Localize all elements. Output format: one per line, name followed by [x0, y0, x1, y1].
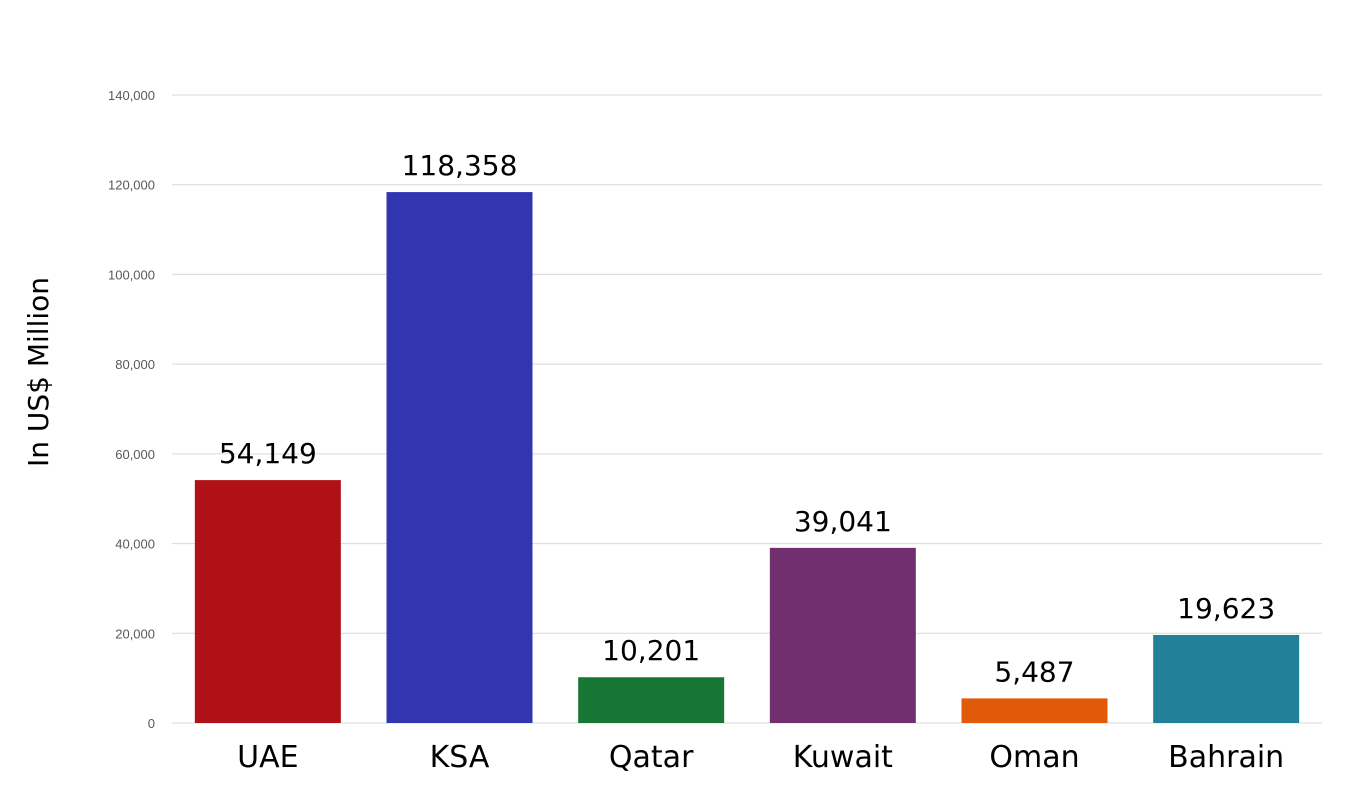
- y-tick-label: 100,000: [108, 267, 155, 282]
- y-axis-label: In US$ Million: [22, 277, 55, 467]
- value-label-uae: 54,149: [219, 437, 317, 470]
- bar-ksa: [386, 192, 533, 723]
- bars: [194, 192, 1300, 723]
- bar-bahrain: [1153, 634, 1300, 723]
- category-label-ksa: KSA: [430, 740, 490, 775]
- value-labels: 54,149 118,358 10,201 39,041 5,487 19,623: [219, 149, 1275, 688]
- y-tick-label: 20,000: [115, 626, 155, 641]
- category-label-oman: Oman: [989, 740, 1079, 775]
- y-tick-label: 60,000: [115, 447, 155, 462]
- bar-uae: [194, 480, 341, 723]
- y-axis-ticks: 0 20,000 40,000 60,000 80,000 100,000 120,000 1…: [108, 88, 155, 731]
- category-labels: UAE KSA Qatar Kuwait Oman Bahrain: [237, 740, 1284, 775]
- value-label-kuwait: 39,041: [794, 505, 892, 538]
- y-tick-label: 120,000: [108, 178, 155, 193]
- gridlines: [172, 94, 1322, 724]
- y-tick-label: 40,000: [115, 537, 155, 552]
- bar-qatar: [578, 677, 725, 723]
- y-tick-label: 140,000: [108, 88, 155, 103]
- value-label-qatar: 10,201: [602, 634, 700, 667]
- y-tick-label: 80,000: [115, 357, 155, 372]
- value-label-ksa: 118,358: [402, 149, 518, 182]
- value-label-oman: 5,487: [994, 655, 1074, 688]
- value-label-bahrain: 19,623: [1177, 592, 1275, 625]
- category-label-uae: UAE: [237, 740, 298, 775]
- bar-kuwait: [769, 547, 916, 723]
- y-tick-label: 0: [148, 716, 155, 731]
- category-label-bahrain: Bahrain: [1168, 740, 1284, 775]
- category-label-kuwait: Kuwait: [793, 740, 893, 775]
- category-label-qatar: Qatar: [609, 740, 694, 775]
- bar-oman: [961, 698, 1108, 723]
